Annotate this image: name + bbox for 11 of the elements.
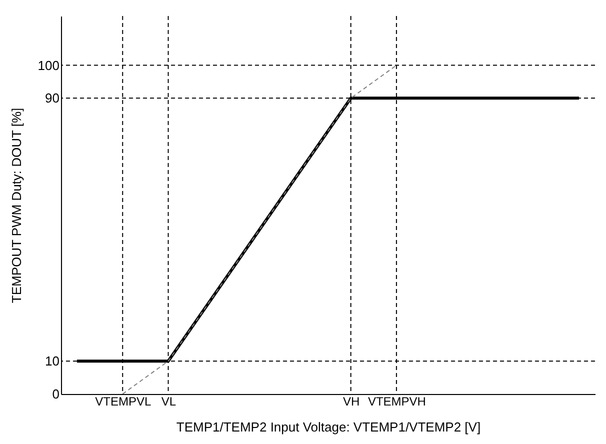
x-tick-label: VL (161, 394, 176, 408)
x-tick-label: VTEMPVL (95, 394, 152, 408)
y-axis-title: TEMPOUT PWM Duty: DOUT [%] (8, 108, 24, 304)
y-tick-label: 90 (45, 90, 60, 106)
x-tick-label: VH (342, 394, 360, 408)
y-tick-label: 100 (38, 58, 60, 73)
x-tick-label: VTEMPVH (368, 394, 426, 408)
x-axis-title: TEMP1/TEMP2 Input Voltage: VTEMP1/VTEMP2 [V] (176, 420, 481, 434)
y-tick-label: 0 (52, 386, 60, 402)
line-series (122, 64, 397, 394)
y-tick-label: 10 (45, 354, 60, 369)
